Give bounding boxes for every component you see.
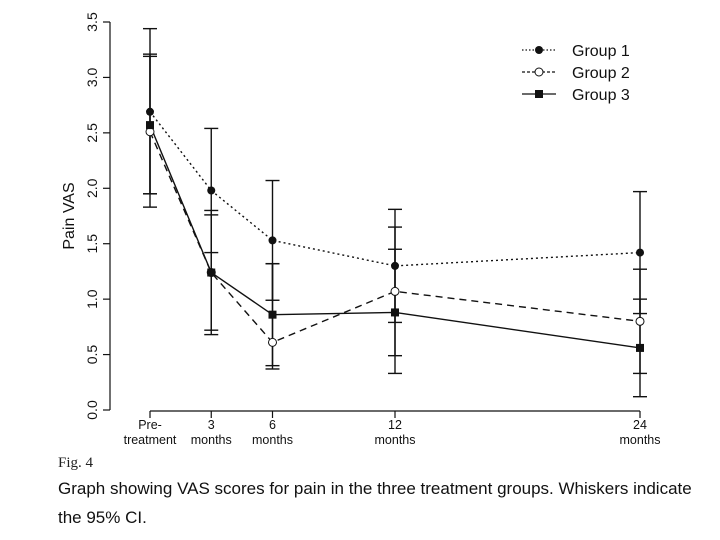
x-tick-label: 6 months (252, 418, 293, 447)
legend: Group 1 Group 2 Group 3 (522, 43, 630, 104)
y-tick-label: 2.0 (84, 178, 100, 198)
x-tick-label: 12 months (375, 418, 416, 447)
data-point (636, 248, 644, 257)
figure-label: Fig. 4 (58, 455, 94, 471)
x-tick-label-line: months (252, 433, 293, 447)
legend-label: Group 2 (572, 65, 630, 82)
data-point (390, 286, 400, 296)
y-tick-label: 1.0 (84, 289, 100, 309)
chart: Pain VAS 0.0 0.5 1.0 1.5 2.0 2.5 3.0 3.5 Pre-tre… (61, 12, 661, 447)
x-tick-label-line: 24 (633, 418, 647, 432)
data-point (391, 308, 399, 317)
legend-marker (535, 46, 543, 54)
legend-label: Group 3 (572, 87, 630, 104)
data-point (268, 337, 277, 347)
x-tick-label-line: months (620, 433, 661, 447)
x-tick-label-line: treatment (124, 433, 177, 447)
y-tick-label: 0.0 (84, 400, 100, 420)
y-tick-label: 0.5 (84, 345, 100, 365)
data-point (391, 261, 399, 270)
figure-caption: Graph showing VAS scores for pain in the… (58, 479, 692, 527)
legend-marker (534, 67, 544, 77)
x-tick-label-line: 3 (208, 418, 215, 432)
x-tick-label: 24 months (620, 418, 661, 447)
data-point (635, 316, 645, 326)
x-tick-label-line: 12 (388, 418, 402, 432)
x-tick-label-line: Pre- (138, 418, 162, 432)
x-tick-label-line: months (191, 433, 232, 447)
data-point (268, 310, 277, 319)
x-tick-label-line: 6 (269, 418, 276, 432)
y-tick-label: 3.5 (84, 12, 100, 32)
x-tick-label: 3 months (191, 418, 232, 447)
data-point (268, 236, 277, 245)
legend-marker (535, 90, 543, 98)
x-tick-label-line: months (375, 433, 416, 447)
y-axis-label: Pain VAS (61, 182, 78, 249)
legend-label: Group 1 (572, 43, 630, 60)
data-point (207, 268, 216, 277)
x-tick-label: Pre-treatment (124, 418, 177, 447)
y-tick-label: 3.0 (84, 67, 100, 87)
y-tick-label: 1.5 (84, 234, 100, 254)
data-point (146, 121, 154, 130)
data-point (146, 107, 154, 116)
series-line-group-1 (149, 111, 641, 267)
data-point (207, 186, 216, 195)
y-tick-label: 2.5 (84, 123, 100, 143)
data-point (636, 343, 644, 352)
